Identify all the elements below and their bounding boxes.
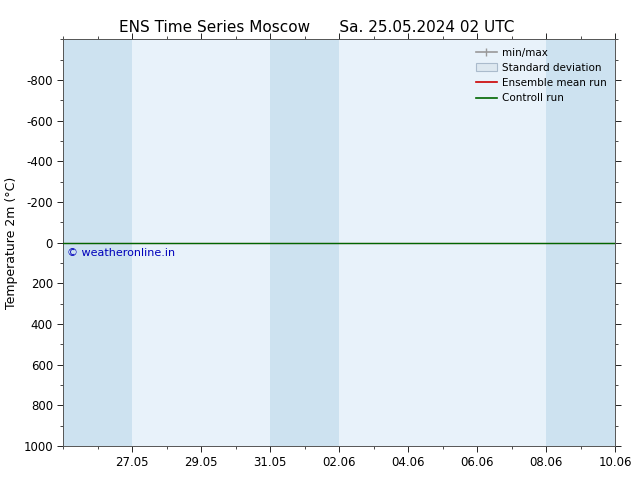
Legend: min/max, Standard deviation, Ensemble mean run, Controll run: min/max, Standard deviation, Ensemble me… (473, 45, 610, 106)
Bar (270, 39, 339, 446)
Text: ENS Time Series Moscow      Sa. 25.05.2024 02 UTC: ENS Time Series Moscow Sa. 25.05.2024 02… (119, 20, 515, 35)
Bar (546, 39, 615, 446)
Y-axis label: Temperature 2m (°C): Temperature 2m (°C) (5, 176, 18, 309)
Text: © weatheronline.in: © weatheronline.in (67, 248, 175, 258)
Bar (63, 39, 133, 446)
